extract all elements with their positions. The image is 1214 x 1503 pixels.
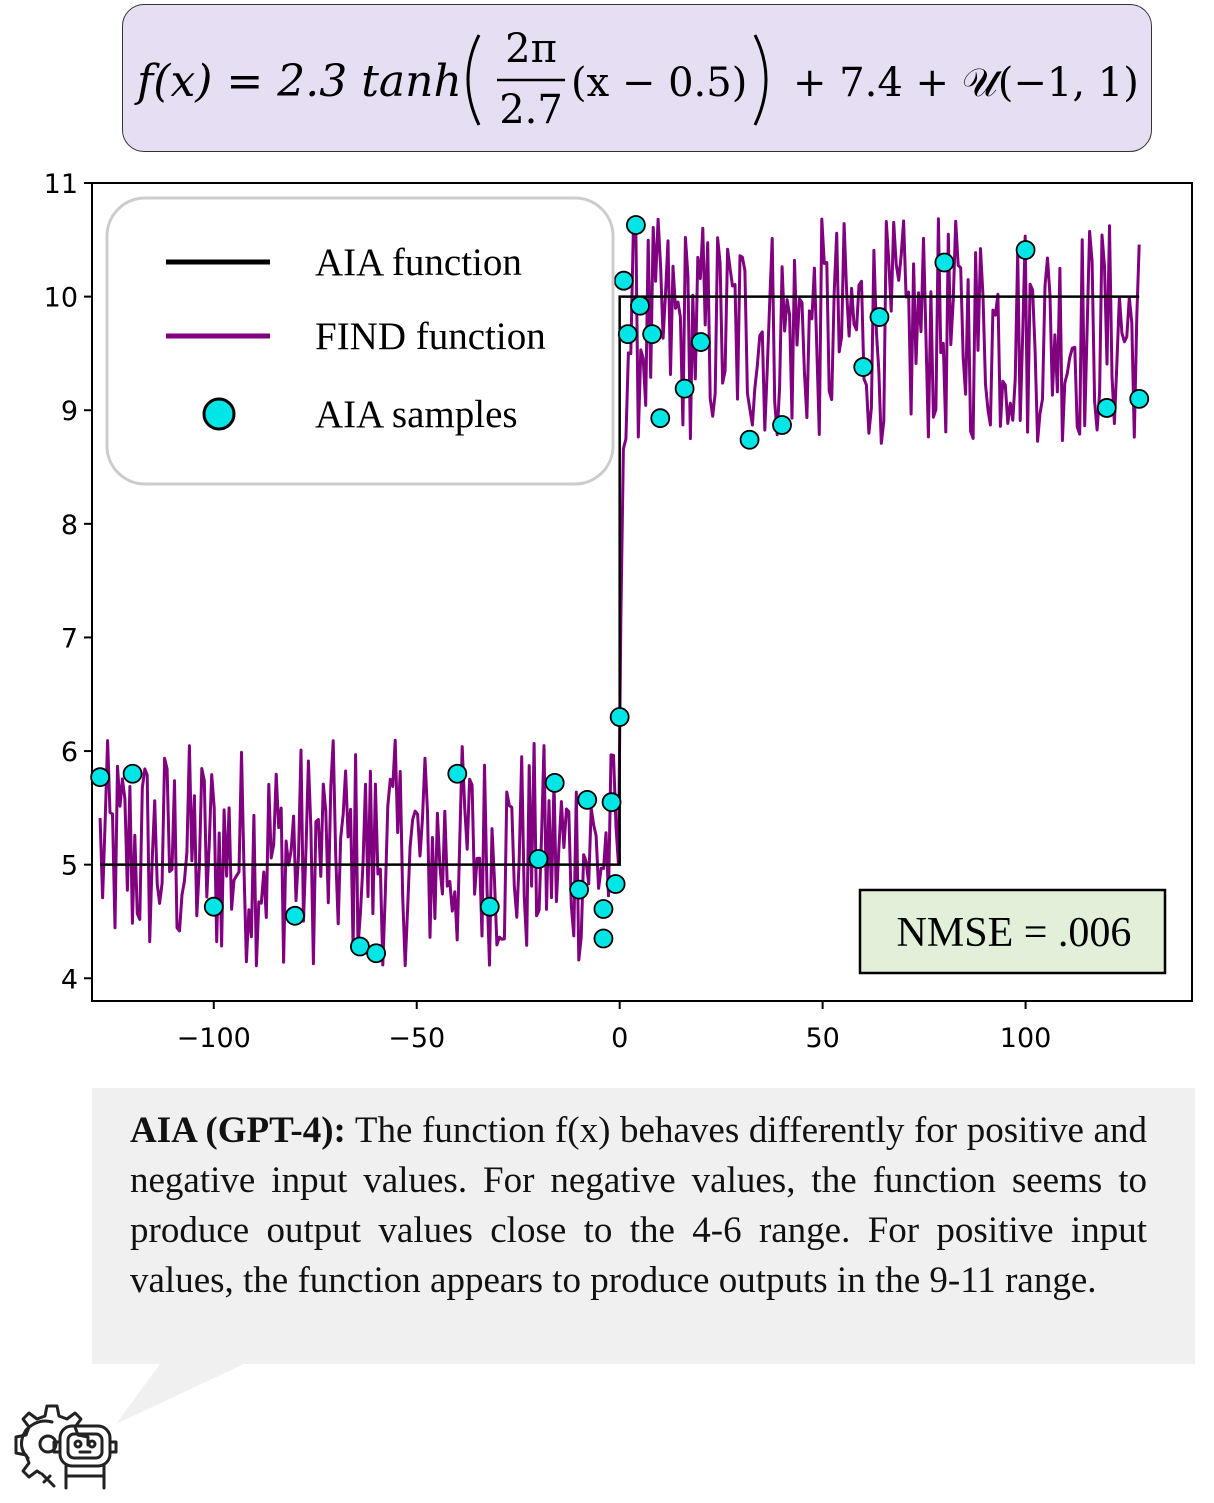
aia-sample-point xyxy=(593,928,614,949)
formula-frac-num: 2π xyxy=(505,26,557,72)
aia-sample-point xyxy=(528,849,549,869)
aia-sample-point xyxy=(1096,398,1117,418)
caption-text: The function f(x) behaves differently fo… xyxy=(130,1110,1147,1301)
legend: AIA function FIND function AIA samples xyxy=(105,196,615,486)
aia-sample-point xyxy=(690,332,711,352)
robot-gear-icon xyxy=(14,1404,118,1490)
aia-sample-point xyxy=(630,295,650,316)
legend-label: AIA samples xyxy=(315,393,518,436)
y-tick-label: 4 xyxy=(61,964,78,995)
aia-sample-point xyxy=(203,896,224,917)
aia-sample-point xyxy=(613,270,634,291)
aia-sample-point xyxy=(544,772,565,793)
legend-label: FIND function xyxy=(315,315,546,358)
aia-sample-point xyxy=(934,252,955,273)
aia-sample-point xyxy=(601,792,622,813)
aia-sample-point xyxy=(853,357,874,377)
chart-svg: 4 5 6 7 8 9 10 11 −100 −50 0 50 100 AIA function FIND … xyxy=(44,169,1193,1054)
caption-box: AIA (GPT-4): The function f(x) behaves d… xyxy=(92,1088,1195,1364)
aia-sample-point xyxy=(650,408,671,429)
y-tick-label: 8 xyxy=(61,510,78,541)
aia-sample-point xyxy=(122,763,143,784)
formula-frac-den: 2.7 xyxy=(499,87,563,133)
speech-pointer xyxy=(116,1364,244,1424)
formula-lhs: f(x) = 2.3 tanh xyxy=(134,56,462,107)
nmse-box xyxy=(858,888,1167,975)
aia-sample-point xyxy=(366,943,387,964)
formula-rhs: + 7.4 + 𝒰(−1, 1) xyxy=(793,60,1139,106)
aia-sample-point xyxy=(772,415,792,435)
y-tick-label: 9 xyxy=(61,396,78,427)
x-tick-label: 0 xyxy=(611,1023,628,1054)
aia-sample-point xyxy=(349,936,370,957)
aia-sample-point xyxy=(285,905,305,926)
left-paren xyxy=(466,34,481,126)
x-tick-label: 100 xyxy=(1000,1023,1052,1054)
formula-inner: (x − 0.5) xyxy=(571,60,747,106)
aia-sample-point xyxy=(869,307,890,327)
y-tick-label: 6 xyxy=(61,737,78,768)
aia-sample-point xyxy=(605,874,626,894)
nmse-annotation: NMSE = .006 xyxy=(858,888,1167,975)
x-tick-label: −50 xyxy=(388,1023,445,1054)
plot-frame xyxy=(91,182,1193,1002)
aia-sample-point xyxy=(479,896,500,917)
aia-sample-point xyxy=(739,429,760,450)
right-paren xyxy=(753,34,768,126)
aia-sample-point xyxy=(447,763,468,784)
aia-sample-point xyxy=(674,378,695,399)
aia-sample-point xyxy=(617,324,638,345)
x-tick-label: −100 xyxy=(177,1023,251,1054)
legend-label: AIA function xyxy=(315,241,522,284)
y-tick-label: 11 xyxy=(44,169,78,200)
aia-sample-point xyxy=(1015,240,1036,260)
aia-sample-point xyxy=(593,899,614,919)
aia-sample-point xyxy=(577,790,598,810)
aia-sample-point xyxy=(642,324,663,345)
aia-sample-point xyxy=(90,767,111,788)
y-tick-label: 5 xyxy=(61,851,78,882)
aia-sample-point xyxy=(609,707,630,727)
caption-speaker: AIA (GPT-4): xyxy=(130,1110,346,1151)
y-tick-label: 7 xyxy=(61,623,78,654)
y-tick-label: 10 xyxy=(44,283,78,314)
chart-marks: 4 5 6 7 8 9 10 11 −100 −50 0 50 100 AIA function FIND … xyxy=(44,169,1193,1054)
formula-box: f(x) = 2.3 tanh 2π 2.7 (x − 0.5) + 7.4 +… xyxy=(122,4,1152,152)
nmse-label: NMSE = .006 xyxy=(897,910,1132,956)
aia-function-line xyxy=(100,295,1140,866)
aia-sample-point xyxy=(1129,388,1150,409)
aia-sample-point xyxy=(569,879,589,900)
aia-sample-point xyxy=(626,215,646,235)
chart: 4 5 6 7 8 9 10 11 −100 −50 0 50 100 AIA function FIND … xyxy=(0,160,1214,1080)
formula: f(x) = 2.3 tanh 2π 2.7 (x − 0.5) + 7.4 +… xyxy=(134,26,1139,133)
legend-swatch-aia-samples xyxy=(202,397,236,431)
x-tick-label: 50 xyxy=(805,1023,839,1054)
